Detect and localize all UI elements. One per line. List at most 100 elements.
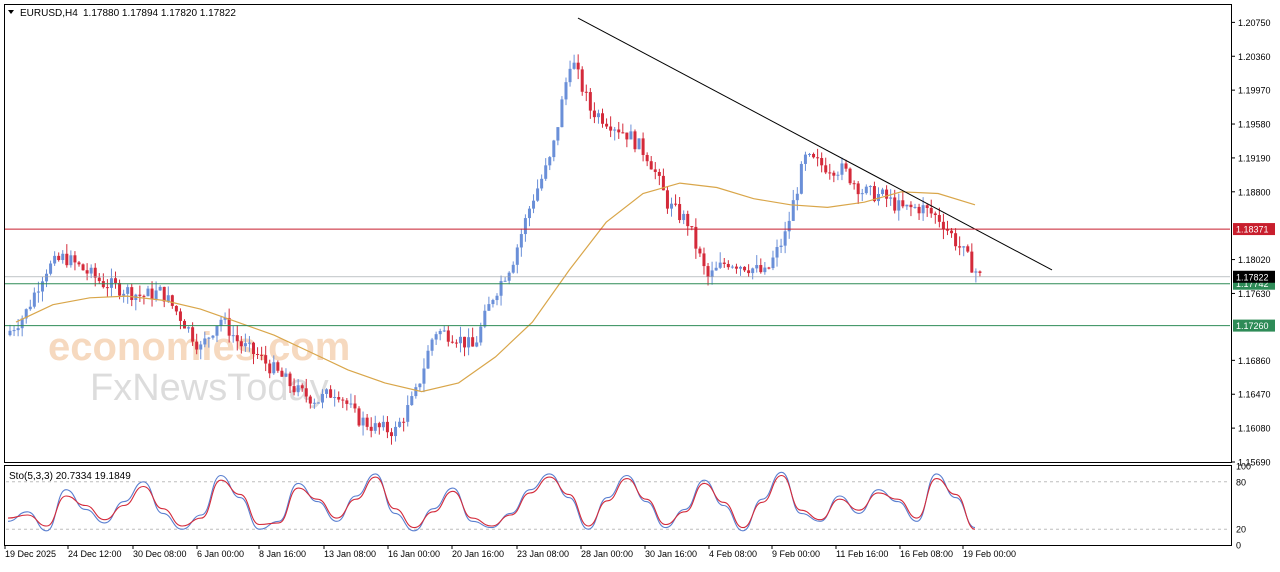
candle-body bbox=[730, 266, 734, 268]
candle-body bbox=[454, 342, 458, 344]
price-tick-label: 1.17630 bbox=[1238, 289, 1271, 299]
candle-body bbox=[670, 203, 674, 209]
candle-body bbox=[28, 306, 32, 310]
candle-body bbox=[227, 317, 231, 336]
candle-body bbox=[284, 373, 288, 377]
candle-body bbox=[690, 226, 694, 228]
level-price-tag bbox=[1233, 223, 1275, 236]
candle-body bbox=[515, 247, 519, 265]
candle-body bbox=[272, 362, 276, 374]
candle-body bbox=[897, 200, 901, 211]
level-price-tag bbox=[1233, 319, 1275, 332]
candle-body bbox=[836, 174, 840, 176]
candle-body bbox=[519, 234, 523, 248]
candle-body bbox=[369, 426, 373, 431]
candle-body bbox=[722, 262, 726, 264]
candle-body bbox=[114, 278, 118, 283]
candle-body bbox=[45, 273, 49, 282]
candle-body bbox=[556, 127, 560, 141]
candle-body bbox=[909, 204, 913, 208]
price-tick-label: 1.19970 bbox=[1238, 86, 1271, 96]
candle-body bbox=[288, 373, 292, 387]
candle-body bbox=[467, 337, 471, 348]
candle-body bbox=[657, 171, 661, 176]
candle-body bbox=[16, 328, 20, 331]
candle-body bbox=[540, 178, 544, 189]
candle-body bbox=[950, 230, 954, 234]
level-price-label: 1.17260 bbox=[1236, 321, 1269, 331]
candle-body bbox=[889, 197, 893, 199]
candle-body bbox=[69, 255, 73, 266]
candle-body bbox=[361, 417, 365, 426]
price-tick-label: 1.20360 bbox=[1238, 52, 1271, 62]
stochastic-tick-label: 100 bbox=[1236, 462, 1251, 472]
stochastic-tick-label: 0 bbox=[1236, 541, 1241, 551]
candle-body bbox=[970, 251, 974, 273]
candle-body bbox=[394, 426, 398, 437]
candle-body bbox=[499, 281, 503, 296]
candle-body bbox=[718, 262, 722, 268]
candle-body bbox=[442, 330, 446, 332]
price-tick-label: 1.15690 bbox=[1238, 458, 1271, 468]
last-price-label: 1.17822 bbox=[1236, 272, 1269, 282]
candle-body bbox=[385, 421, 389, 433]
candle-body bbox=[53, 255, 57, 264]
candle-body bbox=[158, 286, 162, 291]
candle-body bbox=[300, 385, 304, 389]
candle-body bbox=[353, 403, 357, 409]
candle-body bbox=[337, 397, 341, 400]
candle-body bbox=[471, 337, 475, 347]
candle-body bbox=[694, 226, 698, 249]
candle-body bbox=[126, 287, 130, 294]
time-tick-label: 23 Jan 08:00 bbox=[517, 549, 569, 559]
candle-body bbox=[341, 399, 345, 401]
candle-body bbox=[406, 405, 410, 422]
candle-body bbox=[621, 132, 625, 134]
candle-body bbox=[645, 154, 649, 162]
candle-body bbox=[917, 206, 921, 214]
candle-body bbox=[856, 183, 860, 195]
candle-body bbox=[118, 282, 122, 296]
candle-body bbox=[12, 330, 16, 332]
price-pane-frame bbox=[4, 4, 1232, 463]
candle-body bbox=[434, 334, 438, 340]
candle-body bbox=[235, 335, 239, 342]
chevron-down-icon[interactable] bbox=[8, 10, 14, 14]
candle-body bbox=[962, 246, 966, 248]
candle-body bbox=[345, 400, 349, 404]
candle-body bbox=[57, 255, 61, 261]
candle-body bbox=[20, 318, 24, 329]
candle-body bbox=[560, 99, 564, 128]
candle-body bbox=[637, 138, 641, 150]
candle-body bbox=[954, 233, 958, 247]
candle-body bbox=[885, 189, 889, 199]
candle-body bbox=[85, 270, 89, 274]
candle-body bbox=[945, 229, 949, 231]
candle-body bbox=[807, 153, 811, 155]
candle-body bbox=[868, 186, 872, 188]
candle-body bbox=[763, 267, 767, 273]
candle-body bbox=[8, 330, 12, 336]
candle-body bbox=[276, 362, 280, 371]
candle-body bbox=[759, 265, 763, 273]
candle-body bbox=[584, 91, 588, 93]
candle-body bbox=[674, 203, 678, 205]
candle-body bbox=[239, 341, 243, 347]
candle-body bbox=[458, 336, 462, 344]
candle-body bbox=[511, 264, 515, 273]
candle-body bbox=[864, 186, 868, 194]
candle-body bbox=[803, 154, 807, 164]
candle-body bbox=[536, 188, 540, 201]
candle-body bbox=[576, 62, 580, 70]
candle-body bbox=[438, 330, 442, 335]
time-tick-label: 19 Feb 00:00 bbox=[963, 549, 1016, 559]
candle-body bbox=[349, 403, 353, 405]
trendline bbox=[577, 17, 1053, 271]
price-tick-label: 1.19190 bbox=[1238, 153, 1271, 163]
candle-body bbox=[661, 175, 665, 191]
price-tick-label: 1.18800 bbox=[1238, 187, 1271, 197]
candle-body bbox=[463, 336, 467, 348]
candle-body bbox=[706, 266, 710, 277]
moving-average-line bbox=[15, 182, 976, 393]
price-tick-label: 1.19580 bbox=[1238, 120, 1271, 130]
